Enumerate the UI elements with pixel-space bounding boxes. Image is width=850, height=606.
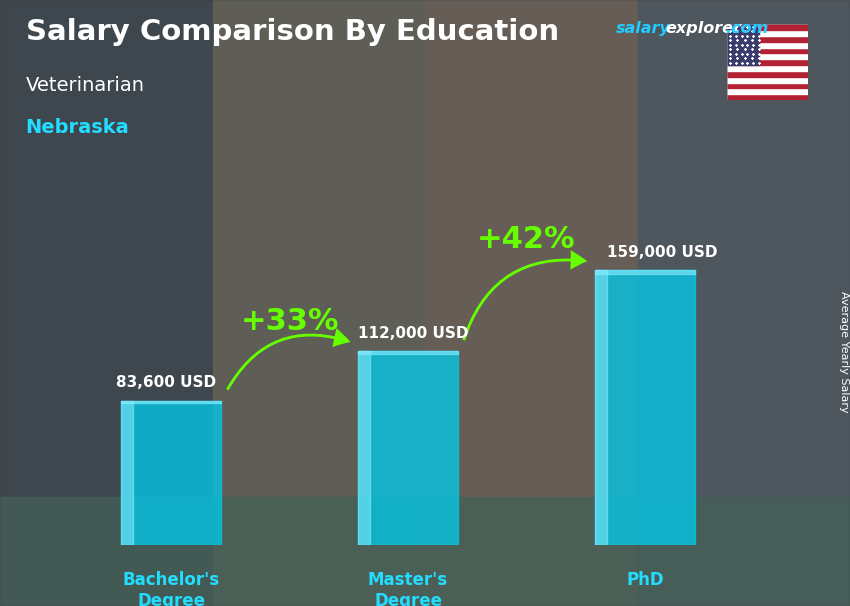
Text: +42%: +42%: [477, 225, 575, 254]
Bar: [727, 24, 759, 65]
Text: PhD: PhD: [626, 571, 664, 590]
Bar: [727, 59, 808, 65]
Text: 83,600 USD: 83,600 USD: [116, 375, 217, 390]
Text: .com: .com: [725, 21, 768, 36]
Bar: [358, 351, 458, 545]
Bar: [0, 0, 212, 606]
Bar: [727, 88, 808, 94]
Bar: [638, 0, 850, 606]
Bar: [0, 497, 850, 606]
Bar: [595, 270, 694, 275]
Bar: [425, 0, 638, 606]
Bar: [122, 401, 133, 545]
Bar: [595, 270, 607, 545]
FancyArrowPatch shape: [226, 328, 350, 390]
Bar: [727, 94, 808, 100]
Bar: [727, 71, 808, 77]
Bar: [727, 24, 808, 30]
Bar: [358, 351, 370, 545]
Bar: [727, 77, 808, 82]
Bar: [727, 42, 808, 47]
Text: Average Yearly Salary: Average Yearly Salary: [839, 291, 849, 412]
Bar: [727, 53, 808, 59]
Text: 112,000 USD: 112,000 USD: [358, 326, 468, 341]
Text: Bachelor's
Degree: Bachelor's Degree: [122, 571, 219, 606]
Bar: [727, 82, 808, 88]
Text: salary: salary: [616, 21, 671, 36]
Bar: [358, 351, 458, 355]
Bar: [122, 401, 221, 545]
Bar: [727, 30, 808, 36]
Text: Nebraska: Nebraska: [26, 118, 129, 137]
Text: Veterinarian: Veterinarian: [26, 76, 144, 95]
Bar: [727, 36, 808, 42]
Text: Salary Comparison By Education: Salary Comparison By Education: [26, 18, 558, 46]
Bar: [212, 0, 425, 606]
FancyArrowPatch shape: [462, 250, 587, 341]
Bar: [727, 65, 808, 71]
Bar: [122, 401, 221, 403]
Text: explorer: explorer: [666, 21, 741, 36]
Bar: [727, 47, 808, 53]
Bar: [595, 270, 694, 545]
Text: Master's
Degree: Master's Degree: [368, 571, 448, 606]
Text: 159,000 USD: 159,000 USD: [608, 245, 718, 260]
Text: +33%: +33%: [241, 307, 339, 336]
